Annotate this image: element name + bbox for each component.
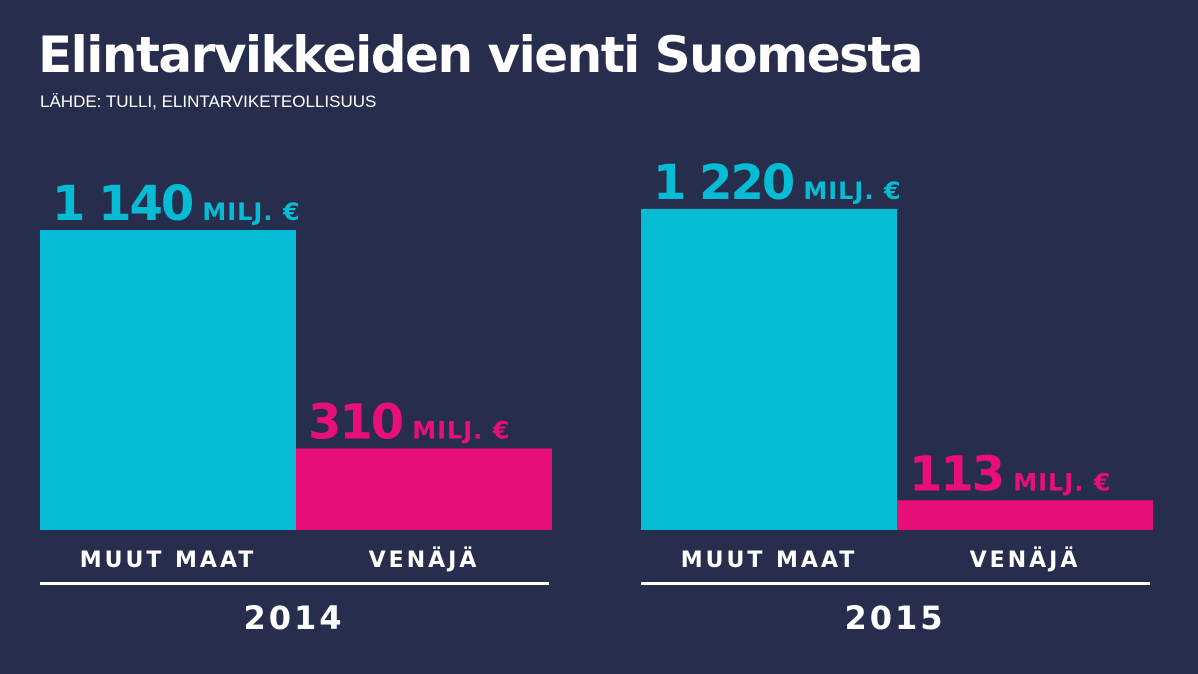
bar-2014-venaja [296, 448, 552, 530]
bar-value-label: 113 MILJ. € [909, 446, 1111, 502]
bar-value-label: 1 220 MILJ. € [653, 155, 902, 211]
bar-value-label: 1 140 MILJ. € [52, 176, 301, 232]
bar-2015-muut-maat [641, 208, 897, 530]
bar-value-unit: MILJ. € [202, 198, 300, 226]
bar-value-unit: MILJ. € [412, 416, 510, 444]
bar-2015-venaja [897, 500, 1153, 530]
bar-value-number: 1 220 [653, 155, 794, 211]
category-label: VENÄJÄ [369, 547, 480, 573]
group-divider [641, 582, 1150, 585]
chart-source: LÄHDE: TULLI, ELINTARVIKETEOLLISUUS [40, 92, 377, 111]
bar-value-unit: MILJ. € [803, 177, 901, 205]
year-label: 2015 [844, 599, 945, 637]
category-label: MUUT MAAT [80, 548, 257, 573]
bar-value-number: 310 [308, 394, 403, 450]
category-label: VENÄJÄ [970, 547, 1081, 573]
bar-value-number: 113 [909, 446, 1003, 502]
bar-value-unit: MILJ. € [1013, 468, 1111, 496]
group-divider [40, 582, 549, 585]
bar-value-label: 310 MILJ. € [308, 394, 510, 450]
bar-2014-muut-maat [40, 230, 296, 530]
year-label: 2014 [243, 599, 344, 637]
category-label: MUUT MAAT [681, 548, 858, 573]
bar-value-number: 1 140 [52, 176, 193, 232]
chart-title: Elintarvikkeiden vienti Suomesta [38, 26, 924, 84]
